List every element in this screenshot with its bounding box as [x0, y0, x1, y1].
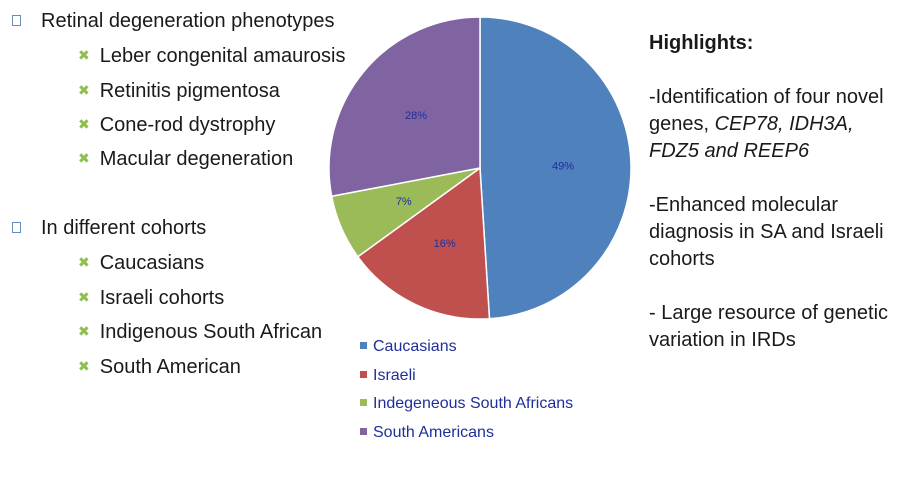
bullet-item-text: Caucasians: [99, 252, 205, 274]
highlight-genes: -Identification of four novel genes, CEP…: [649, 84, 899, 165]
cross-bullet-icon: ✖: [78, 359, 90, 375]
pie-label-israeli: 16%: [434, 238, 456, 250]
bullet-item: ✖ Indigenous South African: [78, 321, 322, 344]
bullet-item-text: Israeli cohorts: [99, 287, 225, 309]
highlight-diagnosis: -Enhanced molecular diagnosis in SA and …: [649, 194, 884, 270]
pie-label-indegeneous-south-africans: 7%: [396, 196, 412, 208]
highlights-panel: Highlights: -Identification of four nove…: [649, 30, 899, 381]
pie-slice-caucasians: [479, 16, 632, 320]
bullet-heading-text: In different cohorts: [41, 217, 207, 239]
cross-bullet-icon: ✖: [78, 151, 90, 167]
highlight-gene-names: CEP78, IDH3A, FDZ5 and REEP6: [649, 113, 854, 162]
cross-bullet-icon: ✖: [78, 83, 90, 99]
bullet-item: ✖ South American: [78, 356, 241, 379]
cross-bullet-icon: ✖: [78, 117, 90, 133]
bullet-item: ✖ Leber congenital amaurosis: [78, 45, 345, 68]
cross-bullet-icon: ✖: [78, 290, 90, 306]
pie-label-south-americans: 28%: [405, 110, 427, 122]
bullet-item: ✖ Retinitis pigmentosa: [78, 80, 280, 103]
bullet-heading-phenotypes: Retinal degeneration phenotypes: [12, 10, 335, 33]
bullet-item: ✖ Caucasians: [78, 252, 204, 275]
bullet-heading-cohorts: In different cohorts: [12, 217, 206, 240]
legend-label: Indegeneous South Africans: [373, 395, 574, 412]
bullet-item-text: Retinitis pigmentosa: [99, 80, 280, 102]
legend-item-indegeneous-south-africans: Indegeneous South Africans: [360, 395, 573, 424]
pie-slice-israeli: [356, 166, 491, 320]
bullet-item-text: Macular degeneration: [99, 148, 294, 170]
pie-slice-south-americans: [328, 16, 481, 198]
bullet-item: ✖ Israeli cohorts: [78, 287, 224, 310]
chart-legend: Caucasians Israeli Indegeneous South Afr…: [360, 338, 573, 452]
bullet-item: ✖ Cone-rod dystrophy: [78, 114, 275, 137]
bullet-item-text: Indigenous South African: [99, 321, 323, 343]
bullet-item-text: Cone-rod dystrophy: [99, 114, 276, 136]
legend-item-israeli: Israeli: [360, 367, 573, 396]
highlight-resource: - Large resource of genetic variation in…: [649, 302, 889, 351]
legend-item-south-americans: South Americans: [360, 424, 573, 453]
legend-swatch: [360, 427, 367, 435]
highlight-genes-text: -Identification of four novel genes,: [649, 86, 884, 135]
square-bullet-icon: [12, 222, 21, 233]
cross-bullet-icon: ✖: [78, 324, 90, 340]
legend-item-caucasians: Caucasians: [360, 338, 573, 367]
bullet-item-text: Leber congenital amaurosis: [99, 45, 346, 67]
highlights-title: Highlights:: [649, 32, 754, 54]
bullet-item-text: South American: [99, 356, 241, 378]
legend-label: South Americans: [373, 423, 494, 441]
square-bullet-icon: [12, 15, 21, 26]
cross-bullet-icon: ✖: [78, 255, 90, 271]
bullet-item: ✖ Macular degeneration: [78, 148, 293, 171]
legend-label: Israeli: [373, 366, 416, 384]
legend-swatch: [360, 370, 367, 378]
pie-label-caucasians: 49%: [552, 160, 574, 172]
bullet-heading-text: Retinal degeneration phenotypes: [41, 10, 335, 32]
cross-bullet-icon: ✖: [78, 48, 90, 64]
legend-swatch: [360, 342, 367, 349]
legend-label: Caucasians: [373, 338, 457, 355]
legend-swatch: [360, 399, 367, 406]
